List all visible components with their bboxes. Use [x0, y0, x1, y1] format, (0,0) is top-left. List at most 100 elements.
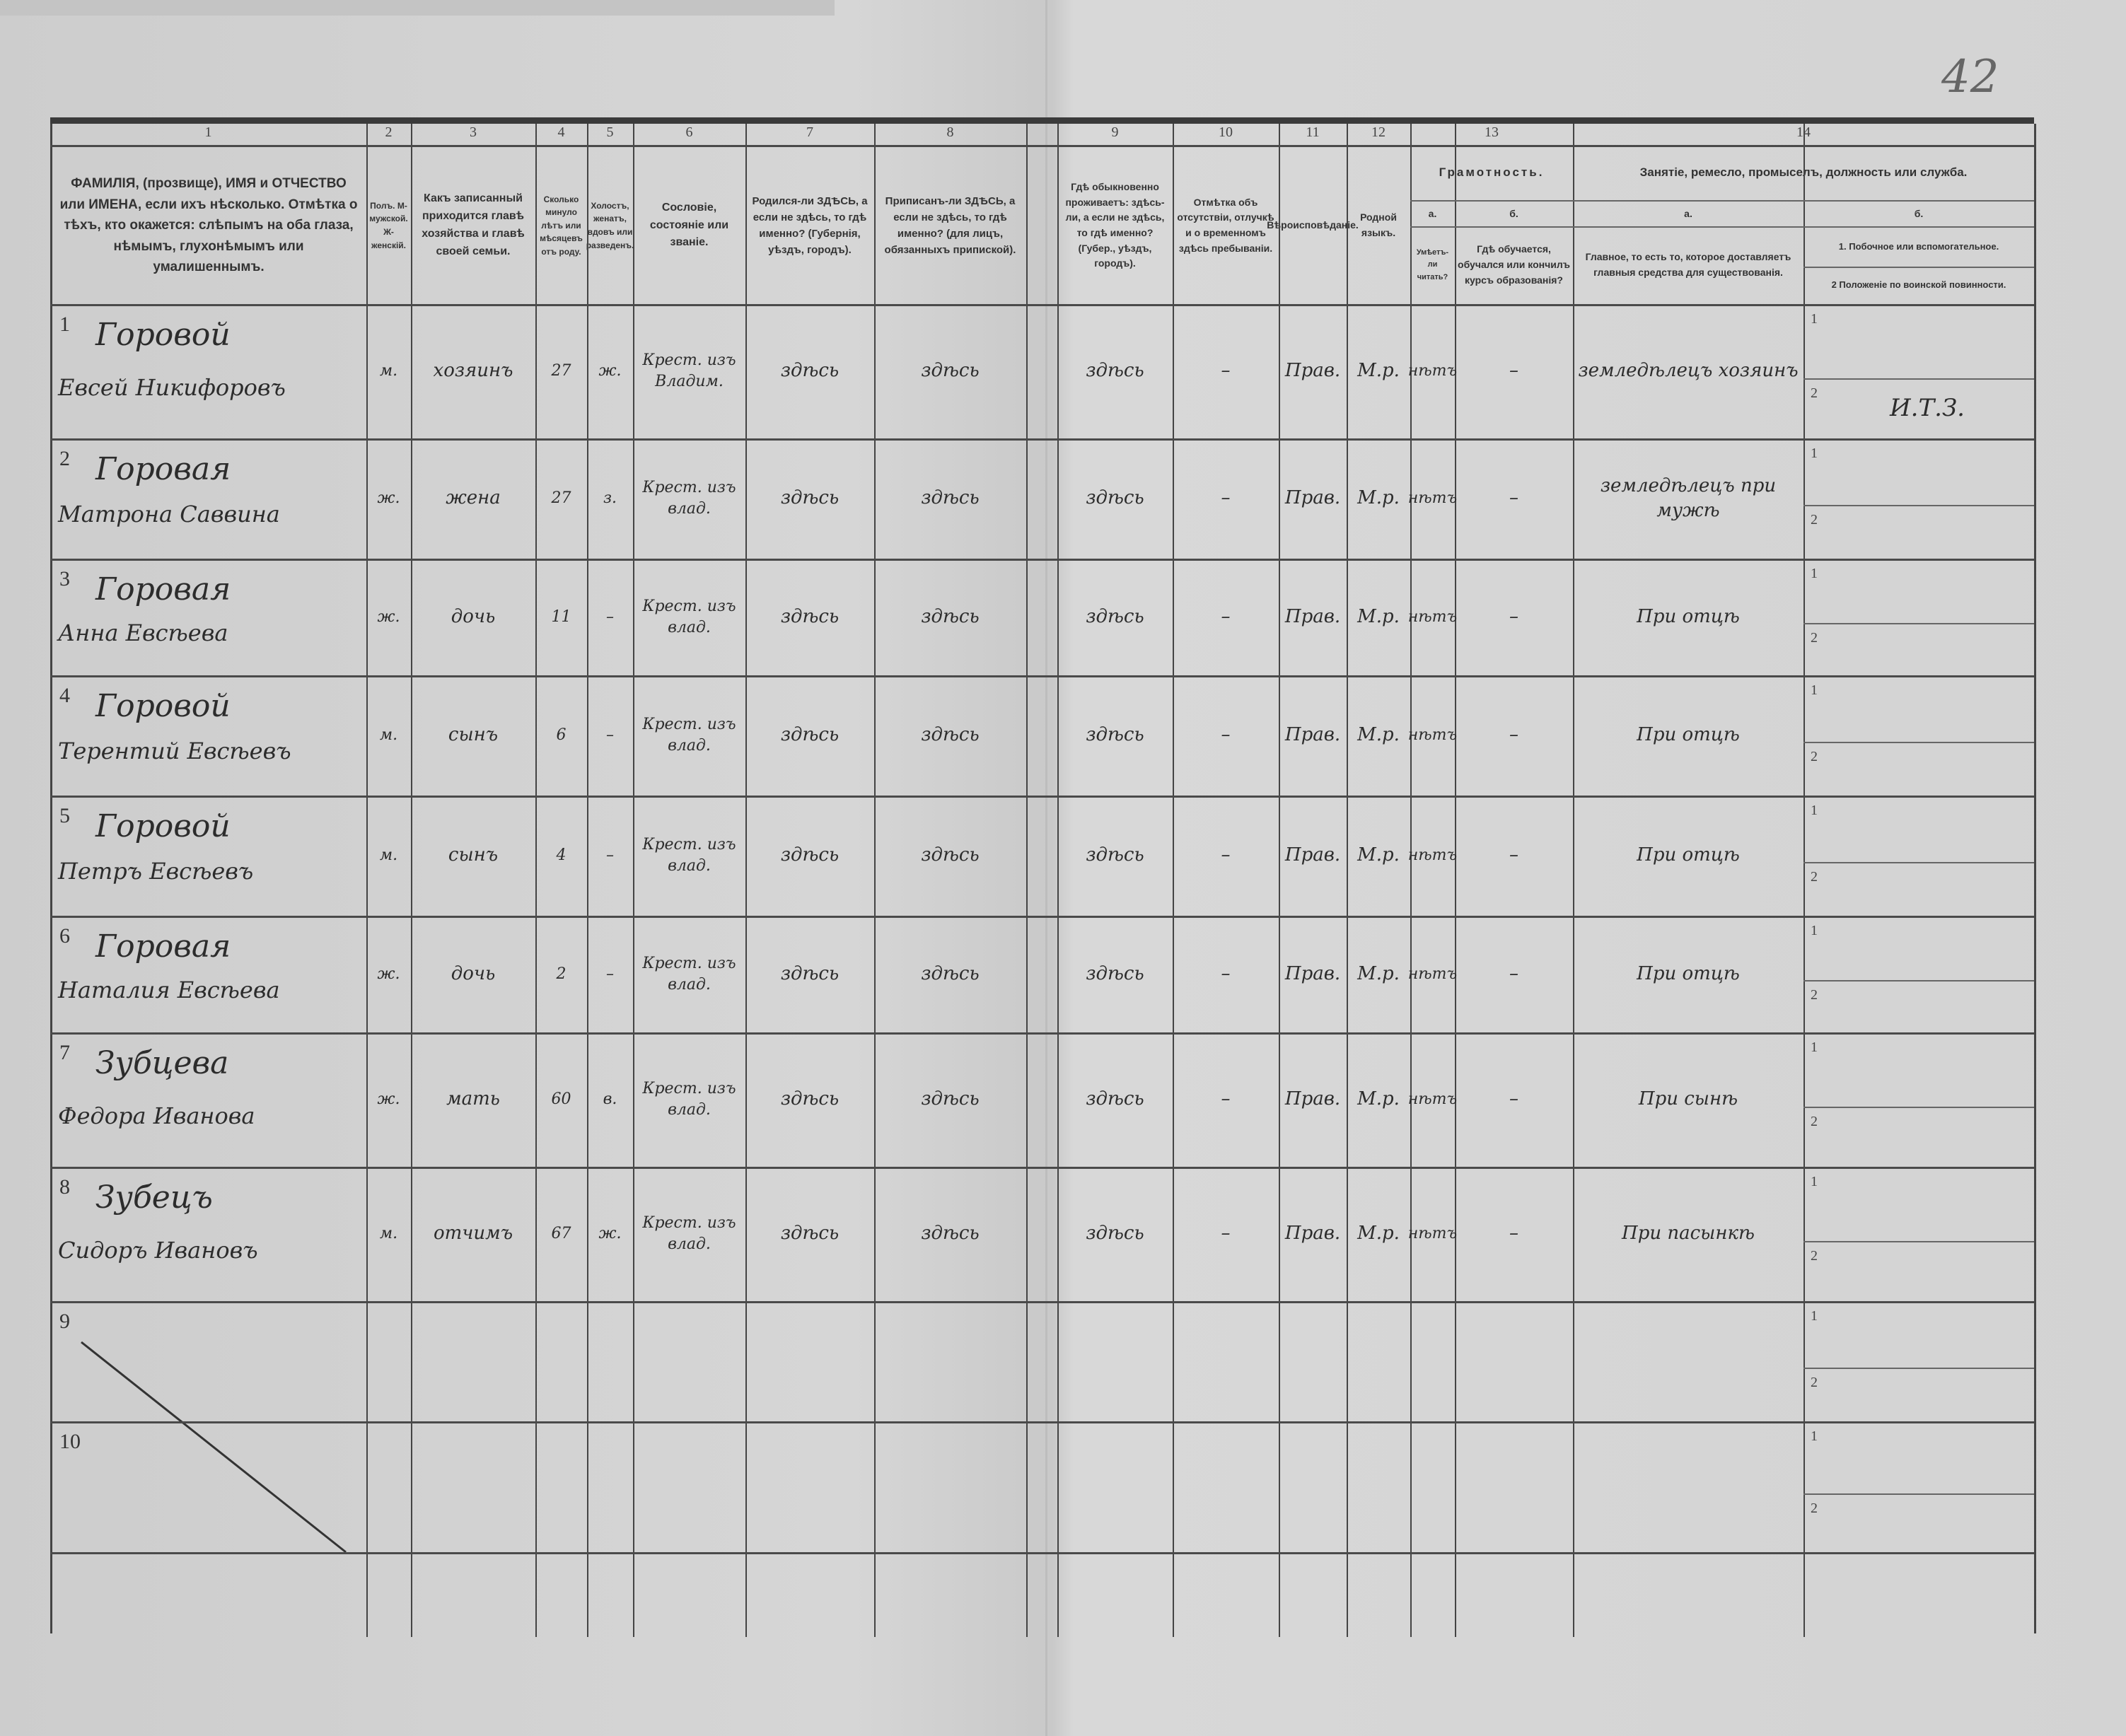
row-number: 4: [59, 684, 70, 707]
age-cell: [535, 1301, 587, 1421]
education-cell: –: [1509, 724, 1518, 746]
occupation-main-cell: При отцѣ: [1637, 724, 1740, 746]
resides-cell: [1057, 1421, 1173, 1552]
age-cell: 4: [556, 846, 567, 865]
occupation-secondary-cell: [1825, 1167, 2030, 1241]
relation-cell: дочь: [451, 605, 496, 627]
born-cell: здѣсь: [780, 487, 840, 509]
language-cell: М.р.: [1357, 360, 1400, 382]
age-cell: 27: [551, 489, 571, 508]
occupation-main-cell: При сынѣ: [1638, 1088, 1738, 1110]
born-cell: здѣсь: [780, 844, 840, 866]
born-cell: здѣсь: [780, 1223, 840, 1245]
can-read-cell: [1410, 1421, 1455, 1552]
marital-cell: [587, 1421, 633, 1552]
registered-cell: [874, 1421, 1026, 1552]
column-divider: [2034, 124, 2036, 1633]
resides-cell: здѣсь: [1086, 962, 1144, 984]
sub-label-1: 1: [1811, 1308, 1818, 1324]
occupation-main-cell: При отцѣ: [1637, 605, 1740, 627]
row-number: 1: [59, 313, 70, 336]
resides-cell: здѣсь: [1086, 1088, 1144, 1110]
relation-cell: сынъ: [448, 844, 499, 866]
sub-label-2: 2: [1811, 1248, 1818, 1264]
relation-cell: отчимъ: [433, 1223, 513, 1245]
resides-cell: здѣсь: [1086, 605, 1144, 627]
can-read-cell: нѣтъ: [1407, 489, 1458, 508]
sub-label-2: 2: [1811, 1375, 1818, 1390]
sub-label-2: 2: [1811, 512, 1818, 528]
header-marital: Холостъ, женатъ, вдовъ или разведенъ.: [586, 200, 634, 250]
row-divider: [50, 1421, 2034, 1423]
age-cell: 2: [556, 965, 567, 983]
sub-label-1: 1: [1811, 311, 1818, 327]
row-number: 2: [59, 447, 70, 470]
language-cell: М.р.: [1357, 1088, 1400, 1110]
header-occupation-secondary: 1. Побочное или вспомогательное.: [1838, 241, 1999, 252]
registered-cell: здѣсь: [921, 724, 980, 746]
header-registered: Приписанъ-ли ЗДѢСЬ, а если не здѣсь, то …: [884, 194, 1016, 257]
resides-cell: здѣсь: [1086, 724, 1144, 746]
column-number: 11: [1306, 124, 1320, 140]
column-number: 8: [946, 124, 954, 140]
column-divider: [411, 124, 412, 1637]
header-residence: Гдѣ обыкновенно проживаетъ: здѣсь-ли, а …: [1065, 180, 1165, 269]
occupation-secondary-cell: [1825, 1301, 2030, 1368]
given-names-cell: Евсей Никифоровъ: [58, 373, 286, 401]
religion-cell: Прав.: [1284, 962, 1341, 984]
header-occupation-b-letter: б.: [1914, 207, 1924, 219]
sub-label-1: 1: [1811, 1428, 1818, 1444]
resides-cell: здѣсь: [1086, 487, 1144, 509]
age-cell: 6: [556, 726, 567, 745]
absence-cell: –: [1221, 487, 1231, 509]
can-read-cell: нѣтъ: [1407, 362, 1458, 380]
can-read-cell: нѣтъ: [1407, 1225, 1458, 1243]
education-cell: –: [1509, 1223, 1518, 1245]
sex-cell: ж.: [377, 607, 400, 626]
sex-cell: ж.: [377, 1090, 400, 1109]
occupation-b-row-divider: [1803, 1368, 2034, 1369]
header-surname-name: ФАМИЛІЯ, (прозвище), ИМЯ и ОТЧЕСТВО или …: [59, 176, 358, 275]
age-cell: 60: [551, 1090, 571, 1109]
row-divider: [50, 1032, 2034, 1035]
occupation-secondary-cell: [1825, 1032, 2030, 1107]
header-religion: Вѣроисповѣданіе.: [1267, 219, 1359, 231]
header-age: Сколько минуло лѣтъ или мѣсяцевъ отъ род…: [540, 194, 583, 257]
occupation-main-cell: [1573, 1301, 1803, 1421]
language-cell: М.р.: [1357, 487, 1400, 509]
born-cell: здѣсь: [780, 724, 840, 746]
occupation-b-row-divider: [1803, 1241, 2034, 1242]
religion-cell: [1279, 1421, 1347, 1552]
occupation-b-row-divider: [1803, 862, 2034, 863]
resides-cell: [1057, 1301, 1173, 1421]
can-read-cell: [1410, 1301, 1455, 1421]
table-top-border: [50, 117, 2034, 124]
marital-cell: –: [606, 726, 614, 745]
language-cell: М.р.: [1357, 962, 1400, 984]
header-relation: Какъ записанный приходится главѣ хозяйст…: [422, 192, 525, 257]
column-number: 4: [557, 124, 565, 140]
column-number: 2: [385, 124, 393, 140]
education-cell: –: [1509, 962, 1518, 984]
row-number: 3: [59, 567, 70, 590]
occupation-main-cell: земледѣлецъ хозяинъ: [1578, 360, 1799, 382]
sub-label-2: 2: [1811, 630, 1818, 646]
language-cell: М.р.: [1357, 724, 1400, 746]
sub-label-1: 1: [1811, 1174, 1818, 1189]
surname-cell: Горовая: [95, 451, 231, 487]
sex-cell: ж.: [377, 489, 400, 508]
column-divider: [633, 124, 634, 1637]
occupation-letter-divider: [1573, 226, 2034, 228]
registered-cell: здѣсь: [921, 605, 980, 627]
military-status-cell: [1825, 742, 2030, 796]
relation-cell: сынъ: [448, 724, 499, 746]
row-number: 5: [59, 804, 70, 827]
marital-cell: [587, 1301, 633, 1421]
sex-cell: м.: [379, 846, 398, 865]
row-divider: [50, 675, 2034, 677]
language-cell: [1347, 1421, 1410, 1552]
education-cell: –: [1509, 360, 1518, 382]
born-cell: здѣсь: [780, 605, 840, 627]
given-names-cell: Сидоръ Ивановъ: [58, 1236, 258, 1264]
